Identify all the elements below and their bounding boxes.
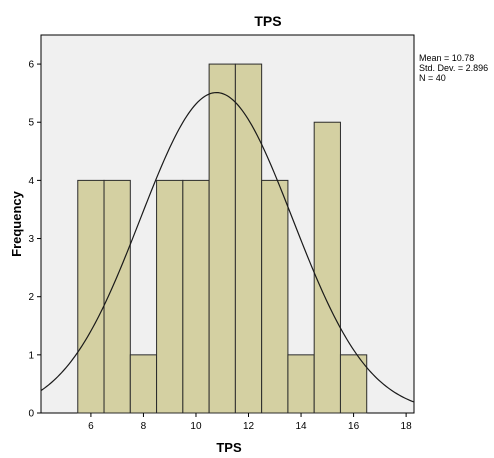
y-axis-label: Frequency bbox=[9, 190, 24, 257]
x-axis: 6 8 10 12 14 16 18 bbox=[88, 413, 412, 432]
histogram-bar bbox=[261, 179, 289, 414]
y-tick-label: 4 bbox=[28, 176, 34, 187]
x-tick-label: 18 bbox=[401, 421, 413, 432]
y-tick-label: 3 bbox=[28, 234, 34, 245]
y-tick-label: 1 bbox=[28, 350, 34, 361]
x-axis-label: TPS bbox=[216, 440, 242, 455]
stats-mean: Mean = 10.78 bbox=[419, 53, 474, 63]
histogram-bar bbox=[77, 179, 105, 414]
histogram-bar bbox=[129, 354, 158, 414]
histogram-bar bbox=[156, 179, 184, 414]
x-tick-label: 6 bbox=[88, 421, 94, 432]
chart-title: TPS bbox=[254, 13, 281, 29]
x-tick-label: 12 bbox=[243, 421, 255, 432]
y-tick-label: 6 bbox=[28, 60, 34, 71]
normal-curve bbox=[40, 91, 415, 403]
stats-box: Mean = 10.78 Std. Dev. = 2.896 N = 40 bbox=[419, 53, 488, 83]
histogram-bar bbox=[339, 354, 368, 414]
histogram-bars bbox=[77, 63, 368, 414]
y-tick-label: 2 bbox=[28, 292, 34, 303]
y-tick-label: 0 bbox=[28, 409, 34, 420]
histogram-bar bbox=[182, 179, 210, 414]
stats-std-dev: Std. Dev. = 2.896 bbox=[419, 63, 488, 73]
y-tick-label: 5 bbox=[28, 118, 34, 129]
histogram-bar bbox=[287, 354, 315, 414]
histogram-bar bbox=[234, 63, 263, 414]
histogram-bar bbox=[313, 121, 341, 414]
x-tick-label: 8 bbox=[141, 421, 147, 432]
y-axis: 0 1 2 3 4 5 6 bbox=[28, 60, 41, 420]
x-tick-label: 14 bbox=[295, 421, 307, 432]
x-tick-label: 16 bbox=[348, 421, 360, 432]
x-tick-label: 10 bbox=[190, 421, 202, 432]
histogram-bar bbox=[208, 63, 236, 414]
stats-n: N = 40 bbox=[419, 73, 446, 83]
